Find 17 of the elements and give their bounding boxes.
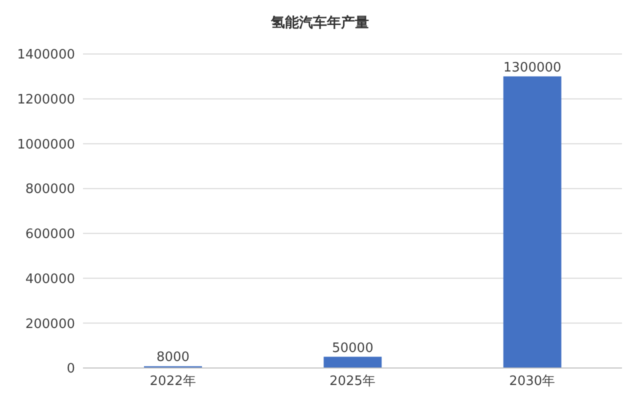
x-tick-label: 2025年 — [329, 374, 376, 390]
y-tick-label: 1000000 — [17, 137, 75, 152]
y-tick-label: 200000 — [25, 316, 75, 332]
data-label: 1300000 — [503, 60, 562, 76]
x-tick-label: 2022年 — [150, 374, 196, 390]
y-tick-label: 800000 — [25, 182, 75, 198]
y-tick-label: 600000 — [25, 227, 75, 242]
y-tick-label: 1200000 — [17, 92, 75, 108]
x-tick-label: 2030年 — [509, 374, 556, 390]
y-tick-label: 0 — [66, 362, 75, 377]
data-label: 8000 — [156, 350, 190, 366]
bar — [324, 356, 382, 368]
bar — [503, 76, 562, 368]
y-tick-label: 400000 — [25, 272, 75, 287]
chart-title: 氢能汽车年产量 — [270, 14, 370, 33]
y-tick-label: 1400000 — [17, 48, 75, 63]
data-label: 50000 — [332, 340, 374, 356]
